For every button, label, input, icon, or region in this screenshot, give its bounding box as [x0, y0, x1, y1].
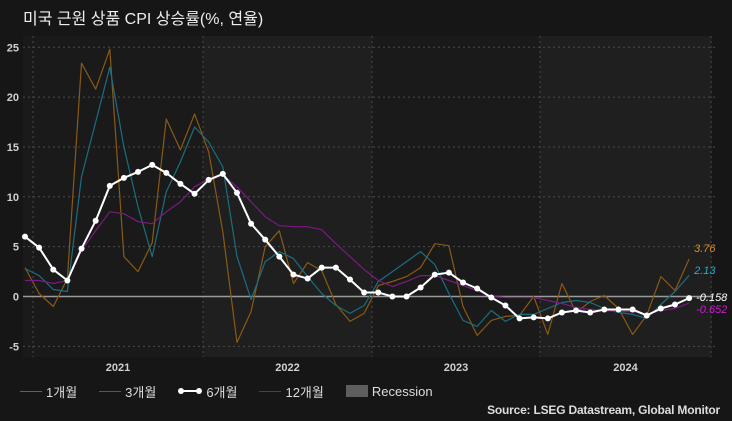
data-point	[601, 306, 608, 313]
data-point	[318, 264, 325, 271]
data-point	[248, 220, 255, 227]
data-point	[643, 312, 650, 319]
data-point	[332, 264, 339, 271]
data-point	[205, 176, 212, 183]
data-point	[50, 266, 57, 273]
data-point	[64, 277, 71, 284]
y-tick-label: -5	[9, 341, 19, 353]
legend-label-12m: 12개월	[285, 384, 324, 400]
data-point	[445, 269, 452, 276]
legend-item-recession[interactable]: Recession	[345, 383, 433, 399]
legend-item-1m[interactable]: 1개월	[20, 382, 77, 401]
x-tick-label: 2021	[106, 362, 130, 374]
end-value-label: 2.13	[693, 265, 716, 277]
data-point	[671, 301, 678, 308]
legend-label-recession: Recession	[371, 383, 433, 399]
data-point	[573, 307, 580, 314]
legend-swatch-1m	[20, 390, 42, 392]
legend: 1개월 3개월 6개월 12개월 Recession	[20, 381, 455, 401]
y-tick-label: 20	[7, 92, 19, 104]
x-tick-label: 2023	[444, 362, 468, 374]
data-point	[304, 275, 311, 282]
data-point	[36, 244, 43, 251]
data-point	[460, 279, 467, 286]
chart-title: 미국 근원 상품 CPI 상승률(%, 연율)	[23, 11, 264, 28]
data-point	[163, 169, 170, 176]
data-point	[615, 306, 622, 313]
data-point	[262, 236, 269, 243]
y-tick-label: 25	[7, 42, 19, 54]
data-point	[488, 294, 495, 301]
data-point	[403, 293, 410, 300]
data-point	[516, 315, 523, 322]
y-tick-label: 0	[13, 292, 19, 304]
legend-item-6m[interactable]: 6개월	[178, 382, 237, 401]
data-point	[135, 168, 142, 175]
data-point	[92, 217, 99, 224]
legend-swatch-3m	[99, 390, 122, 392]
end-value-label: 3.76	[694, 243, 716, 255]
legend-label-3m: 3개월	[125, 384, 157, 400]
data-point	[474, 285, 481, 292]
data-point	[544, 315, 551, 322]
data-point	[431, 271, 438, 278]
x-tick-label: 2024	[613, 362, 638, 374]
data-point	[587, 309, 594, 316]
legend-swatch-recession	[345, 385, 368, 397]
data-point	[191, 190, 198, 197]
legend-item-3m[interactable]: 3개월	[99, 382, 156, 401]
data-point	[375, 289, 382, 296]
data-point	[657, 305, 664, 312]
data-point	[106, 182, 113, 189]
data-point	[233, 189, 240, 196]
end-value-label: -0.158	[696, 292, 728, 304]
legend-item-12m[interactable]: 12개월	[259, 382, 324, 401]
data-point	[276, 253, 283, 260]
data-point	[177, 180, 184, 187]
legend-label-1m: 1개월	[46, 384, 78, 400]
data-point	[530, 314, 537, 321]
end-value-label: -0.652	[696, 304, 727, 316]
y-tick-label: 5	[13, 242, 19, 254]
x-tick-label: 2022	[275, 362, 299, 374]
data-point	[219, 170, 226, 177]
legend-swatch-12m	[259, 390, 282, 392]
series-line	[24, 66, 690, 327]
y-tick-label: 10	[7, 192, 19, 204]
data-point	[389, 293, 396, 300]
data-point	[346, 276, 353, 283]
data-point	[558, 309, 565, 316]
legend-swatch-6m	[178, 388, 203, 394]
legend-label-6m: 6개월	[206, 384, 238, 400]
data-point	[629, 306, 636, 313]
data-point	[417, 284, 424, 291]
data-point	[502, 302, 509, 309]
data-point	[149, 161, 156, 168]
data-point	[361, 289, 368, 296]
source-note: Source: LSEG Datastream, Global Monitor	[487, 403, 720, 417]
data-point	[686, 295, 693, 302]
data-point	[22, 233, 28, 240]
data-point	[290, 271, 297, 278]
series-line	[25, 174, 690, 315]
data-point	[120, 174, 127, 181]
data-point	[78, 245, 85, 252]
y-tick-label: 15	[7, 142, 19, 154]
